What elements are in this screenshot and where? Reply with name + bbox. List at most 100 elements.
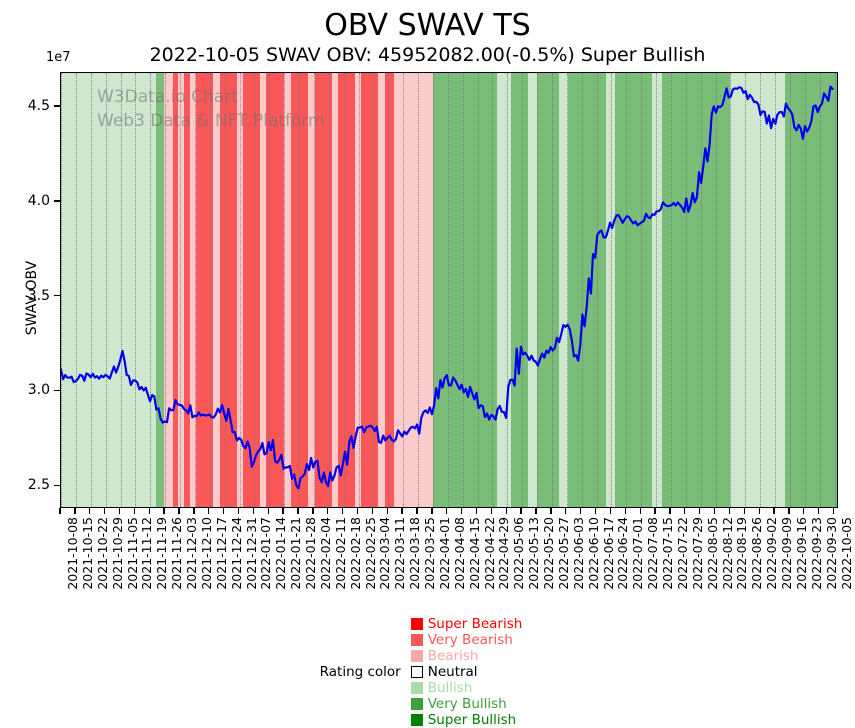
gridline-vertical [566, 73, 568, 507]
legend-color-swatch [410, 714, 423, 726]
x-axis-tick-mark [743, 508, 745, 514]
x-axis-tick-label: 2022-08-26 [749, 517, 765, 590]
gridline-vertical [299, 73, 300, 507]
x-axis-tick-label: 2022-01-14 [273, 517, 289, 590]
legend-color-swatch [410, 650, 423, 662]
x-axis-tick-label: 2022-04-29 [496, 517, 512, 590]
rating-band [761, 73, 785, 507]
x-axis-tick-mark [401, 508, 403, 514]
x-axis-tick-label: 2022-04-01 [436, 517, 452, 590]
x-axis-tick-mark [565, 508, 567, 514]
x-axis-tick-label: 2021-11-19 [154, 517, 170, 590]
gridline-vertical [61, 73, 62, 507]
y-axis-exponent: 1e7 [46, 50, 71, 65]
legend-item[interactable]: Very Bearish [410, 632, 523, 648]
chart-figure: OBV SWAV TS 2022-10-05 SWAV OBV: 4595208… [24, 8, 854, 728]
x-axis-tick-label: 2022-08-19 [734, 517, 750, 590]
x-axis-tick-label: 2022-02-04 [317, 517, 333, 590]
legend-item[interactable]: Super Bullish [410, 712, 523, 728]
gridline-vertical [507, 73, 509, 507]
gridline-vertical [551, 73, 553, 507]
rating-band [155, 73, 164, 507]
x-axis-tick-label: 2022-04-08 [451, 517, 467, 590]
x-axis-tick-mark [535, 508, 537, 514]
x-axis-tick-mark [89, 508, 91, 514]
x-axis-tick-label: 2021-10-29 [109, 517, 125, 590]
gridline-vertical [715, 73, 717, 507]
x-axis-tick-label: 2022-07-01 [630, 517, 646, 590]
gridlines [61, 73, 837, 507]
rating-band [308, 73, 315, 507]
x-axis-tick-mark [416, 508, 418, 514]
x-axis-tick-label: 2021-11-12 [139, 517, 155, 590]
x-axis-tick-label: 2021-10-15 [79, 517, 95, 590]
rating-band [558, 73, 569, 507]
x-axis-tick-label: 2022-07-08 [645, 517, 661, 590]
x-axis-tick-mark [163, 508, 165, 514]
x-axis-tick-label: 2022-07-15 [660, 517, 676, 590]
gridline-vertical [581, 73, 583, 507]
x-axis-tick-label: 2022-03-11 [392, 517, 408, 590]
legend-item-label: Bearish [427, 648, 479, 664]
obv-line-series [61, 85, 834, 490]
rating-band [605, 73, 615, 507]
legend-color-swatch [410, 698, 423, 710]
gridline-vertical [596, 73, 598, 507]
legend-item[interactable]: Bearish [410, 648, 523, 664]
gridline-vertical [804, 73, 806, 507]
gridline-vertical [626, 73, 628, 507]
legend-item-label: Super Bullish [427, 712, 517, 728]
legend-item[interactable]: Neutral [410, 664, 523, 680]
x-axis-tick-mark [654, 508, 656, 514]
x-axis-tick-mark [148, 508, 150, 514]
gridline-vertical [328, 73, 330, 507]
rating-band [432, 73, 497, 507]
x-axis-tick-label: 2021-10-08 [65, 517, 80, 590]
gridline-vertical [492, 73, 494, 507]
rating-band [510, 73, 528, 507]
rating-band [163, 73, 174, 507]
rating-band [196, 73, 214, 507]
rating-band [355, 73, 362, 507]
x-axis-tick-label: 2022-06-24 [615, 517, 631, 590]
x-axis-tick-mark [297, 508, 299, 514]
x-axis-tick-mark [178, 508, 180, 514]
gridline-vertical [180, 73, 181, 507]
gridline-vertical [670, 73, 672, 507]
x-axis-tick-mark [624, 508, 626, 514]
x-axis-tick-mark [371, 508, 374, 514]
rating-color-legend: Rating color Super Bearish Very Bearish Be… [0, 616, 855, 728]
y-axis-tick-mark [54, 200, 60, 202]
x-axis-tick-label: 2021-12-03 [184, 517, 199, 590]
rating-band [661, 73, 731, 507]
gridline-vertical [685, 73, 687, 507]
gridline-vertical [90, 73, 92, 507]
legend-item[interactable]: Bullish [410, 680, 523, 696]
x-axis-tick-label: 2021-12-31 [243, 517, 259, 590]
x-axis-tick-mark [59, 508, 61, 514]
x-axis-tick-label: 2021-10-22 [94, 517, 110, 590]
rating-band [384, 73, 394, 507]
plot-area[interactable]: W3Data.io Chart Web3 Data & NFT Platform [60, 72, 838, 508]
x-axis-tick-mark [282, 508, 284, 514]
x-axis-tick-mark [460, 508, 463, 514]
gridline-vertical [700, 73, 702, 507]
gridline-vertical [388, 73, 390, 507]
gridline-vertical [834, 73, 836, 507]
x-axis-tick-mark [133, 508, 136, 514]
y-axis-tick-label: 3.5 [27, 287, 50, 304]
x-axis-tick-label: 2021-11-05 [124, 517, 140, 590]
x-axis-tick-mark [312, 508, 314, 514]
x-axis-tick-label: 2022-02-18 [347, 517, 363, 590]
legend-item[interactable]: Very Bullish [410, 696, 523, 712]
legend-item-label: Neutral [427, 664, 478, 680]
x-axis-tick-label: 2021-12-10 [198, 517, 214, 590]
x-axis-tick-mark [580, 508, 582, 514]
y-axis-tick-mark [54, 105, 60, 107]
x-axis-tick-mark [550, 508, 552, 514]
gridline-vertical [418, 73, 420, 507]
legend-item[interactable]: Super Bearish [410, 616, 522, 632]
rating-band [243, 73, 261, 507]
x-axis-tick-mark [208, 508, 210, 514]
rating-band [337, 73, 356, 507]
